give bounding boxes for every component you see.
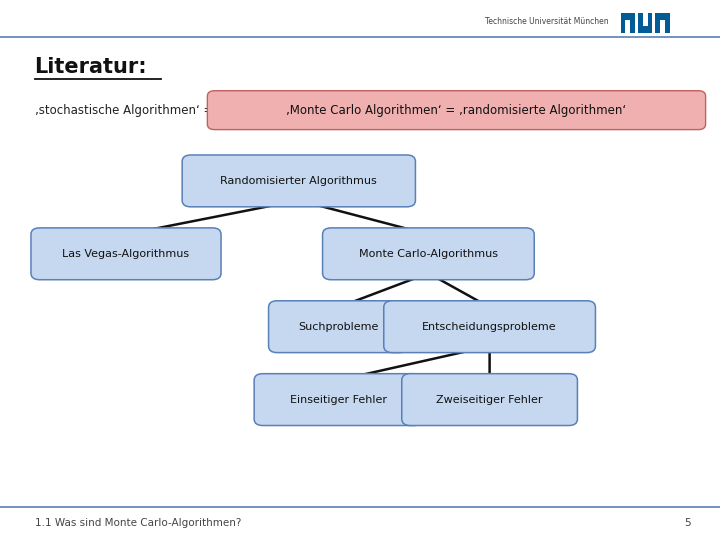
Text: Technische Universität München: Technische Universität München <box>485 17 608 26</box>
Text: ‚Monte Carlo Algorithmen‘ = ‚randomisierte Algorithmen‘: ‚Monte Carlo Algorithmen‘ = ‚randomisier… <box>287 104 626 117</box>
Text: Zweiseitiger Fehler: Zweiseitiger Fehler <box>436 395 543 404</box>
Text: Literatur:: Literatur: <box>35 57 147 77</box>
Text: 1.1 Was sind Monte Carlo-Algorithmen?: 1.1 Was sind Monte Carlo-Algorithmen? <box>35 518 241 528</box>
FancyBboxPatch shape <box>323 228 534 280</box>
FancyBboxPatch shape <box>402 374 577 426</box>
Text: Randomisierter Algorithmus: Randomisierter Algorithmus <box>220 176 377 186</box>
Bar <box>660 20 665 33</box>
Text: Las Vegas-Algorithmus: Las Vegas-Algorithmus <box>63 249 189 259</box>
FancyBboxPatch shape <box>182 155 415 207</box>
Text: Monte Carlo-Algorithmus: Monte Carlo-Algorithmus <box>359 249 498 259</box>
Text: Einseitiger Fehler: Einseitiger Fehler <box>290 395 387 404</box>
FancyBboxPatch shape <box>207 91 706 130</box>
Bar <box>655 13 670 33</box>
Text: 5: 5 <box>685 518 691 528</box>
FancyBboxPatch shape <box>31 228 221 280</box>
Bar <box>625 20 631 33</box>
Bar <box>621 13 635 33</box>
Bar <box>638 13 652 33</box>
Text: Entscheidungsprobleme: Entscheidungsprobleme <box>423 322 557 332</box>
Bar <box>643 13 648 26</box>
Text: Suchprobleme: Suchprobleme <box>298 322 379 332</box>
Text: ‚stochastische Algorithmen‘ =: ‚stochastische Algorithmen‘ = <box>35 104 213 117</box>
FancyBboxPatch shape <box>254 374 423 426</box>
FancyBboxPatch shape <box>384 301 595 353</box>
FancyBboxPatch shape <box>269 301 408 353</box>
